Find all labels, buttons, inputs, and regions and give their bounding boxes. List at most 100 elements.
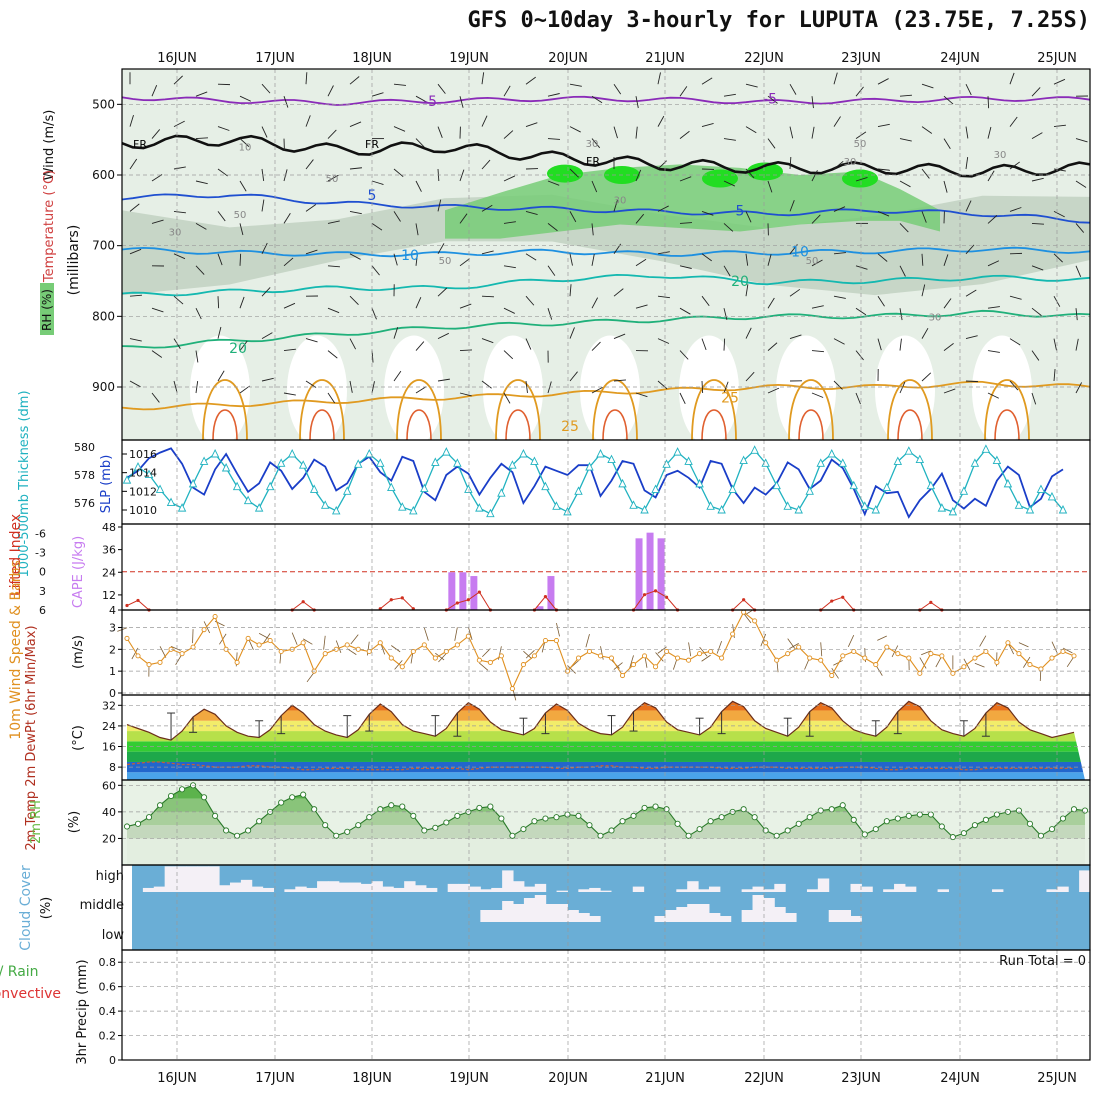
wind-speed-point bbox=[873, 662, 879, 668]
rh2m-line bbox=[126, 784, 1086, 838]
rh2m-point bbox=[377, 806, 384, 813]
wind-speed-point bbox=[432, 655, 438, 661]
wind-barb bbox=[723, 180, 736, 187]
mid-cloud-gap bbox=[502, 901, 514, 922]
wind-barb bbox=[415, 341, 425, 351]
high-cloud-gap bbox=[480, 889, 492, 892]
precip-ytick-label: 0.6 bbox=[99, 981, 117, 994]
panel-frame-wind bbox=[121, 609, 1091, 696]
rh2m-axis-label: 2m RH bbox=[29, 800, 44, 844]
slp-point bbox=[309, 484, 319, 493]
wind-barb-10m bbox=[833, 660, 843, 666]
rh2m-point bbox=[575, 812, 582, 819]
slp-point bbox=[475, 503, 484, 512]
rh-contour-label: 30 bbox=[614, 196, 627, 207]
wind-barb bbox=[855, 265, 868, 270]
wind-barb bbox=[437, 199, 442, 212]
x-tick-bottom: 25JUN bbox=[1037, 1071, 1077, 1086]
slp-point bbox=[750, 445, 759, 454]
high-cloud-gap bbox=[219, 885, 231, 892]
wind-barb bbox=[525, 380, 528, 393]
slp-point bbox=[937, 503, 947, 512]
cape-bar bbox=[459, 572, 467, 610]
wind-barb bbox=[613, 199, 618, 212]
isotherm-label: -5 bbox=[763, 92, 777, 108]
wind-barb bbox=[173, 120, 185, 128]
high-cloud-gap bbox=[589, 887, 601, 892]
wind-barb-10m bbox=[567, 665, 576, 674]
wind-barb bbox=[855, 307, 867, 316]
x-tick-top: 18JUN bbox=[352, 51, 392, 66]
cloud-level-label: high bbox=[96, 869, 124, 884]
mid-cloud-gap bbox=[545, 904, 558, 922]
surface-isotherm-30 bbox=[505, 409, 531, 441]
wind-barb bbox=[1075, 223, 1085, 233]
slp-point bbox=[1047, 491, 1057, 501]
wind-barb bbox=[305, 380, 317, 388]
wind-barb-10m bbox=[921, 650, 931, 656]
rh2m-ytick-label: 20 bbox=[102, 832, 116, 845]
wind-barb bbox=[239, 340, 248, 351]
mid-cloud-gap bbox=[774, 907, 786, 922]
wind-barb bbox=[965, 335, 978, 340]
rh-dry-area bbox=[875, 335, 935, 446]
surface-isotherm-30 bbox=[602, 409, 628, 441]
wind-barb bbox=[283, 348, 296, 352]
high-cloud-gap bbox=[197, 866, 209, 892]
rh2m-point bbox=[123, 823, 131, 830]
high-cloud-gap bbox=[262, 887, 275, 892]
rh2m-point bbox=[1081, 807, 1089, 814]
wind-barb-10m bbox=[323, 635, 326, 650]
wind-barb bbox=[217, 126, 230, 131]
rh-dry-area bbox=[287, 335, 347, 446]
x-tick-top: 24JUN bbox=[940, 51, 980, 66]
mid-cloud-gap bbox=[708, 913, 721, 922]
wind-barb bbox=[833, 72, 838, 85]
wind-barb bbox=[1031, 87, 1041, 97]
wind-barb bbox=[789, 200, 795, 212]
high-cloud-gap bbox=[534, 883, 547, 892]
rh-dry-area bbox=[972, 335, 1032, 446]
rh2m-point bbox=[806, 814, 813, 821]
cape-ytick-label: 48 bbox=[102, 521, 116, 534]
slp-point bbox=[871, 504, 881, 514]
wind-barb bbox=[151, 84, 158, 97]
rh2m-point bbox=[388, 802, 395, 809]
wind-speed-point bbox=[994, 659, 1000, 665]
rh2m-point bbox=[212, 812, 219, 819]
lifted-index-point bbox=[301, 600, 305, 604]
rh2m-point bbox=[256, 818, 263, 825]
slp-point bbox=[442, 447, 451, 456]
rh2m-point bbox=[696, 826, 703, 833]
wind-speed-point bbox=[608, 655, 615, 661]
wind-speed-point bbox=[752, 618, 758, 624]
temperature-band bbox=[127, 710, 1085, 721]
wind-barb bbox=[745, 371, 755, 382]
wind-speed-point bbox=[1016, 651, 1022, 657]
lifted-index-point bbox=[543, 594, 548, 599]
rh-contour-label: 50 bbox=[326, 174, 339, 185]
rh2m-point bbox=[938, 823, 945, 830]
wind-speed-point bbox=[884, 644, 890, 650]
lifted-index-point bbox=[455, 601, 459, 605]
x-tick-bottom: 17JUN bbox=[255, 1071, 295, 1086]
wind-speed-point bbox=[586, 648, 593, 655]
wind-barb bbox=[349, 167, 362, 170]
wind-barb bbox=[591, 95, 603, 104]
wind-speed-point bbox=[201, 627, 207, 633]
slp-point bbox=[398, 502, 407, 511]
wind-barb bbox=[745, 83, 758, 88]
wind-barb bbox=[833, 295, 846, 299]
wind-barb bbox=[239, 253, 242, 266]
temperature-line bbox=[126, 700, 1075, 741]
wind-barb bbox=[239, 138, 250, 147]
high-cloud-gap bbox=[741, 889, 754, 892]
wind-barb bbox=[811, 259, 823, 267]
wind-barb bbox=[745, 126, 757, 134]
high-cloud-gap bbox=[175, 866, 187, 892]
wind-barb-10m bbox=[787, 638, 796, 649]
high-cloud-gap bbox=[164, 866, 177, 892]
wind-speed-point bbox=[377, 640, 383, 646]
x-tick-bottom: 20JUN bbox=[548, 1071, 588, 1086]
wind-barb bbox=[965, 126, 969, 139]
